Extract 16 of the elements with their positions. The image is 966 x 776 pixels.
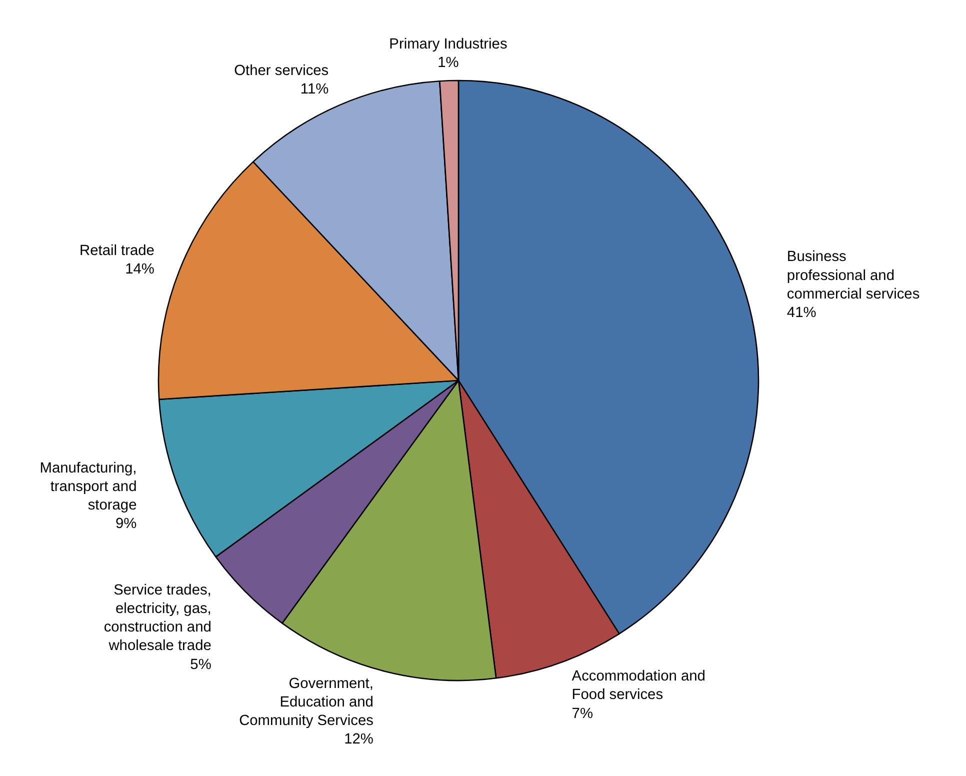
slice-label: Retail trade <box>80 242 154 259</box>
slice-label: Accommodation and Food services <box>572 668 706 704</box>
data-label: 9% <box>116 516 137 532</box>
data-label: 1% <box>438 54 459 71</box>
slice-label: Manufacturing, transport and storage <box>40 460 137 514</box>
slice-label: Service trades, electricity, gas, construction and wholesale trade <box>104 582 212 654</box>
data-label: 14% <box>125 261 154 278</box>
data-label: 7% <box>572 706 593 722</box>
data-label: 5% <box>190 656 212 673</box>
slice-label: Primary Industries <box>389 36 508 52</box>
data-label: 11% <box>300 82 329 98</box>
slice-label: Government, Education and Community Services <box>239 676 374 730</box>
slice-label: Business professional and commercial services <box>786 249 920 302</box>
slice-label: Other services <box>234 63 329 80</box>
data-label: 41% <box>786 304 816 321</box>
data-label: 12% <box>344 732 374 748</box>
